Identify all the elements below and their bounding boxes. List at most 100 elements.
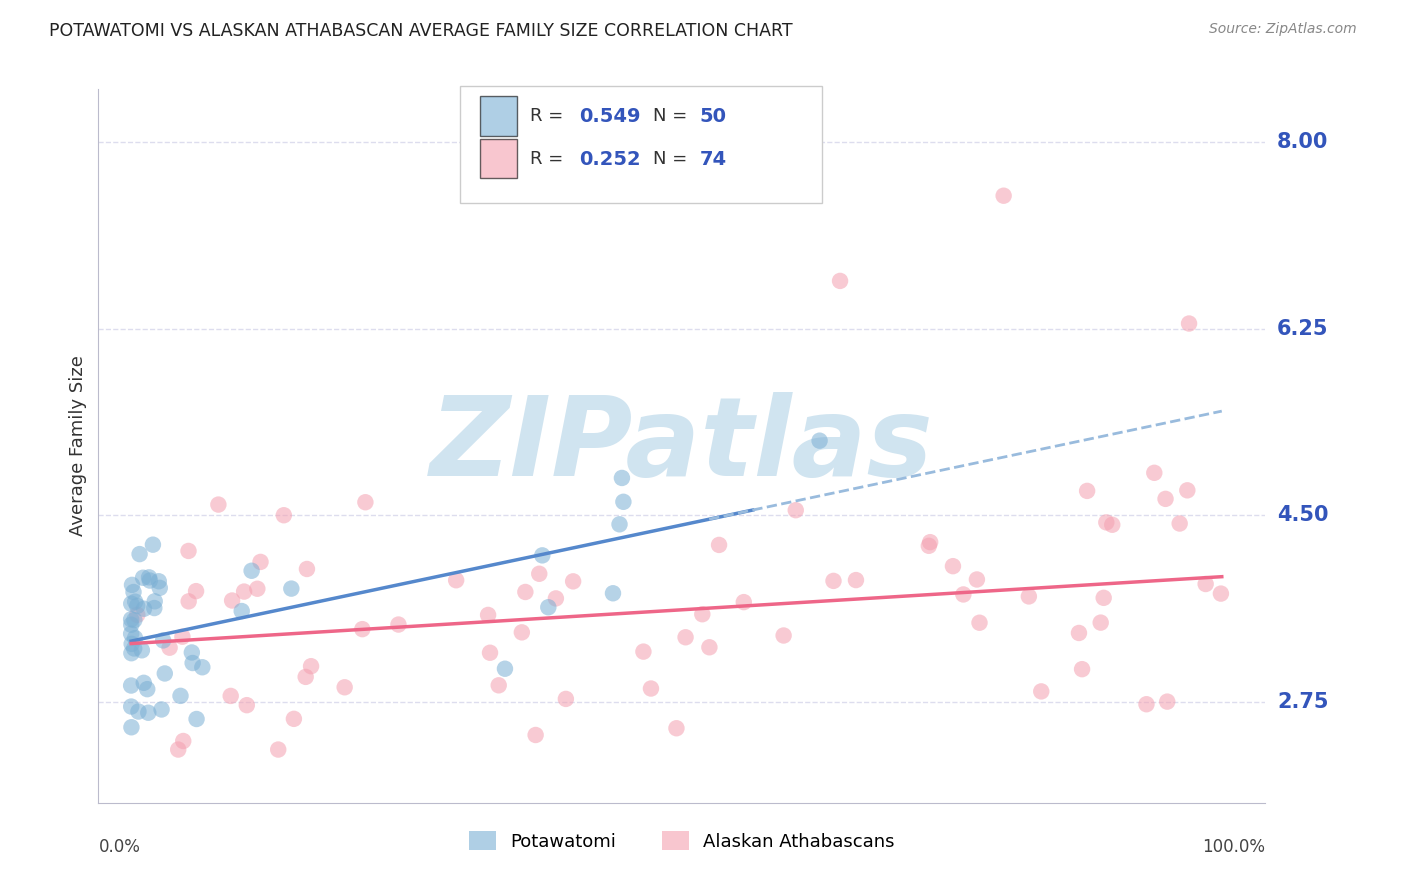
Point <box>952 587 974 601</box>
Point <box>273 508 295 523</box>
FancyBboxPatch shape <box>479 139 517 178</box>
Point <box>142 538 165 552</box>
Point <box>120 646 142 660</box>
Point <box>294 670 316 684</box>
Point <box>120 617 142 632</box>
Point <box>231 604 253 618</box>
Point <box>267 742 290 756</box>
Point <box>127 599 149 613</box>
Point <box>444 573 467 587</box>
Point <box>828 274 851 288</box>
Point <box>152 633 174 648</box>
Point <box>785 503 807 517</box>
Point <box>177 594 200 608</box>
Point <box>808 434 831 448</box>
Point <box>186 712 208 726</box>
Point <box>387 617 409 632</box>
Point <box>510 625 533 640</box>
Point <box>993 188 1015 202</box>
Point <box>184 584 207 599</box>
Point <box>845 573 868 587</box>
Point <box>177 544 200 558</box>
Text: 100.0%: 100.0% <box>1202 838 1265 856</box>
Point <box>823 574 845 588</box>
Point <box>515 585 537 599</box>
Text: N =: N = <box>652 107 693 125</box>
Point <box>172 734 194 748</box>
Point <box>1090 615 1112 630</box>
FancyBboxPatch shape <box>479 96 517 136</box>
Point <box>132 571 155 585</box>
Point <box>124 594 146 608</box>
Text: 50: 50 <box>699 107 727 126</box>
Point <box>120 612 142 626</box>
Point <box>280 582 302 596</box>
Point <box>1143 466 1166 480</box>
Point <box>299 659 322 673</box>
Point <box>121 578 143 592</box>
Point <box>1135 697 1157 711</box>
Point <box>612 495 634 509</box>
Point <box>479 646 502 660</box>
Text: 6.25: 6.25 <box>1277 318 1329 339</box>
Point <box>494 662 516 676</box>
Point <box>1156 695 1178 709</box>
Point <box>1018 590 1040 604</box>
Point <box>733 595 755 609</box>
Point <box>544 591 567 606</box>
Point <box>354 495 377 509</box>
Point <box>920 535 942 549</box>
Point <box>675 630 697 644</box>
Point <box>122 585 145 599</box>
Point <box>488 678 510 692</box>
Y-axis label: Average Family Size: Average Family Size <box>69 356 87 536</box>
Point <box>283 712 305 726</box>
Point <box>148 574 170 589</box>
Point <box>124 631 146 645</box>
Point <box>181 656 204 670</box>
Point <box>537 600 560 615</box>
Point <box>1095 516 1118 530</box>
Point <box>333 680 356 694</box>
Point <box>143 601 166 615</box>
Point <box>167 742 190 756</box>
Point <box>554 692 576 706</box>
Text: 2.75: 2.75 <box>1277 691 1329 712</box>
Point <box>207 498 229 512</box>
Point <box>143 594 166 608</box>
Point <box>153 666 176 681</box>
Point <box>707 538 730 552</box>
Point <box>120 720 142 734</box>
Point <box>1101 517 1123 532</box>
Text: 0.252: 0.252 <box>579 150 641 169</box>
Point <box>120 699 142 714</box>
Text: 8.00: 8.00 <box>1277 132 1329 153</box>
Point <box>1168 516 1191 531</box>
Point <box>1175 483 1198 498</box>
Point <box>127 705 149 719</box>
Text: ZIPatlas: ZIPatlas <box>430 392 934 500</box>
Point <box>127 607 149 622</box>
Point <box>136 706 159 720</box>
Point <box>120 679 142 693</box>
Point <box>531 549 554 563</box>
Point <box>1067 626 1090 640</box>
Point <box>529 566 551 581</box>
Point <box>120 597 142 611</box>
Text: 0.0%: 0.0% <box>98 838 141 856</box>
Point <box>240 564 263 578</box>
Text: 0.549: 0.549 <box>579 107 641 126</box>
Point <box>159 640 181 655</box>
Point <box>1154 491 1177 506</box>
Point <box>609 517 631 532</box>
Point <box>692 607 714 622</box>
Point <box>969 615 991 630</box>
Text: Source: ZipAtlas.com: Source: ZipAtlas.com <box>1209 22 1357 37</box>
Point <box>132 675 155 690</box>
Text: POTAWATOMI VS ALASKAN ATHABASCAN AVERAGE FAMILY SIZE CORRELATION CHART: POTAWATOMI VS ALASKAN ATHABASCAN AVERAGE… <box>49 22 793 40</box>
Legend: Potawatomi, Alaskan Athabascans: Potawatomi, Alaskan Athabascans <box>463 824 901 858</box>
Text: R =: R = <box>530 107 569 125</box>
Text: 4.50: 4.50 <box>1277 505 1329 525</box>
Point <box>131 643 153 657</box>
Point <box>138 570 160 584</box>
